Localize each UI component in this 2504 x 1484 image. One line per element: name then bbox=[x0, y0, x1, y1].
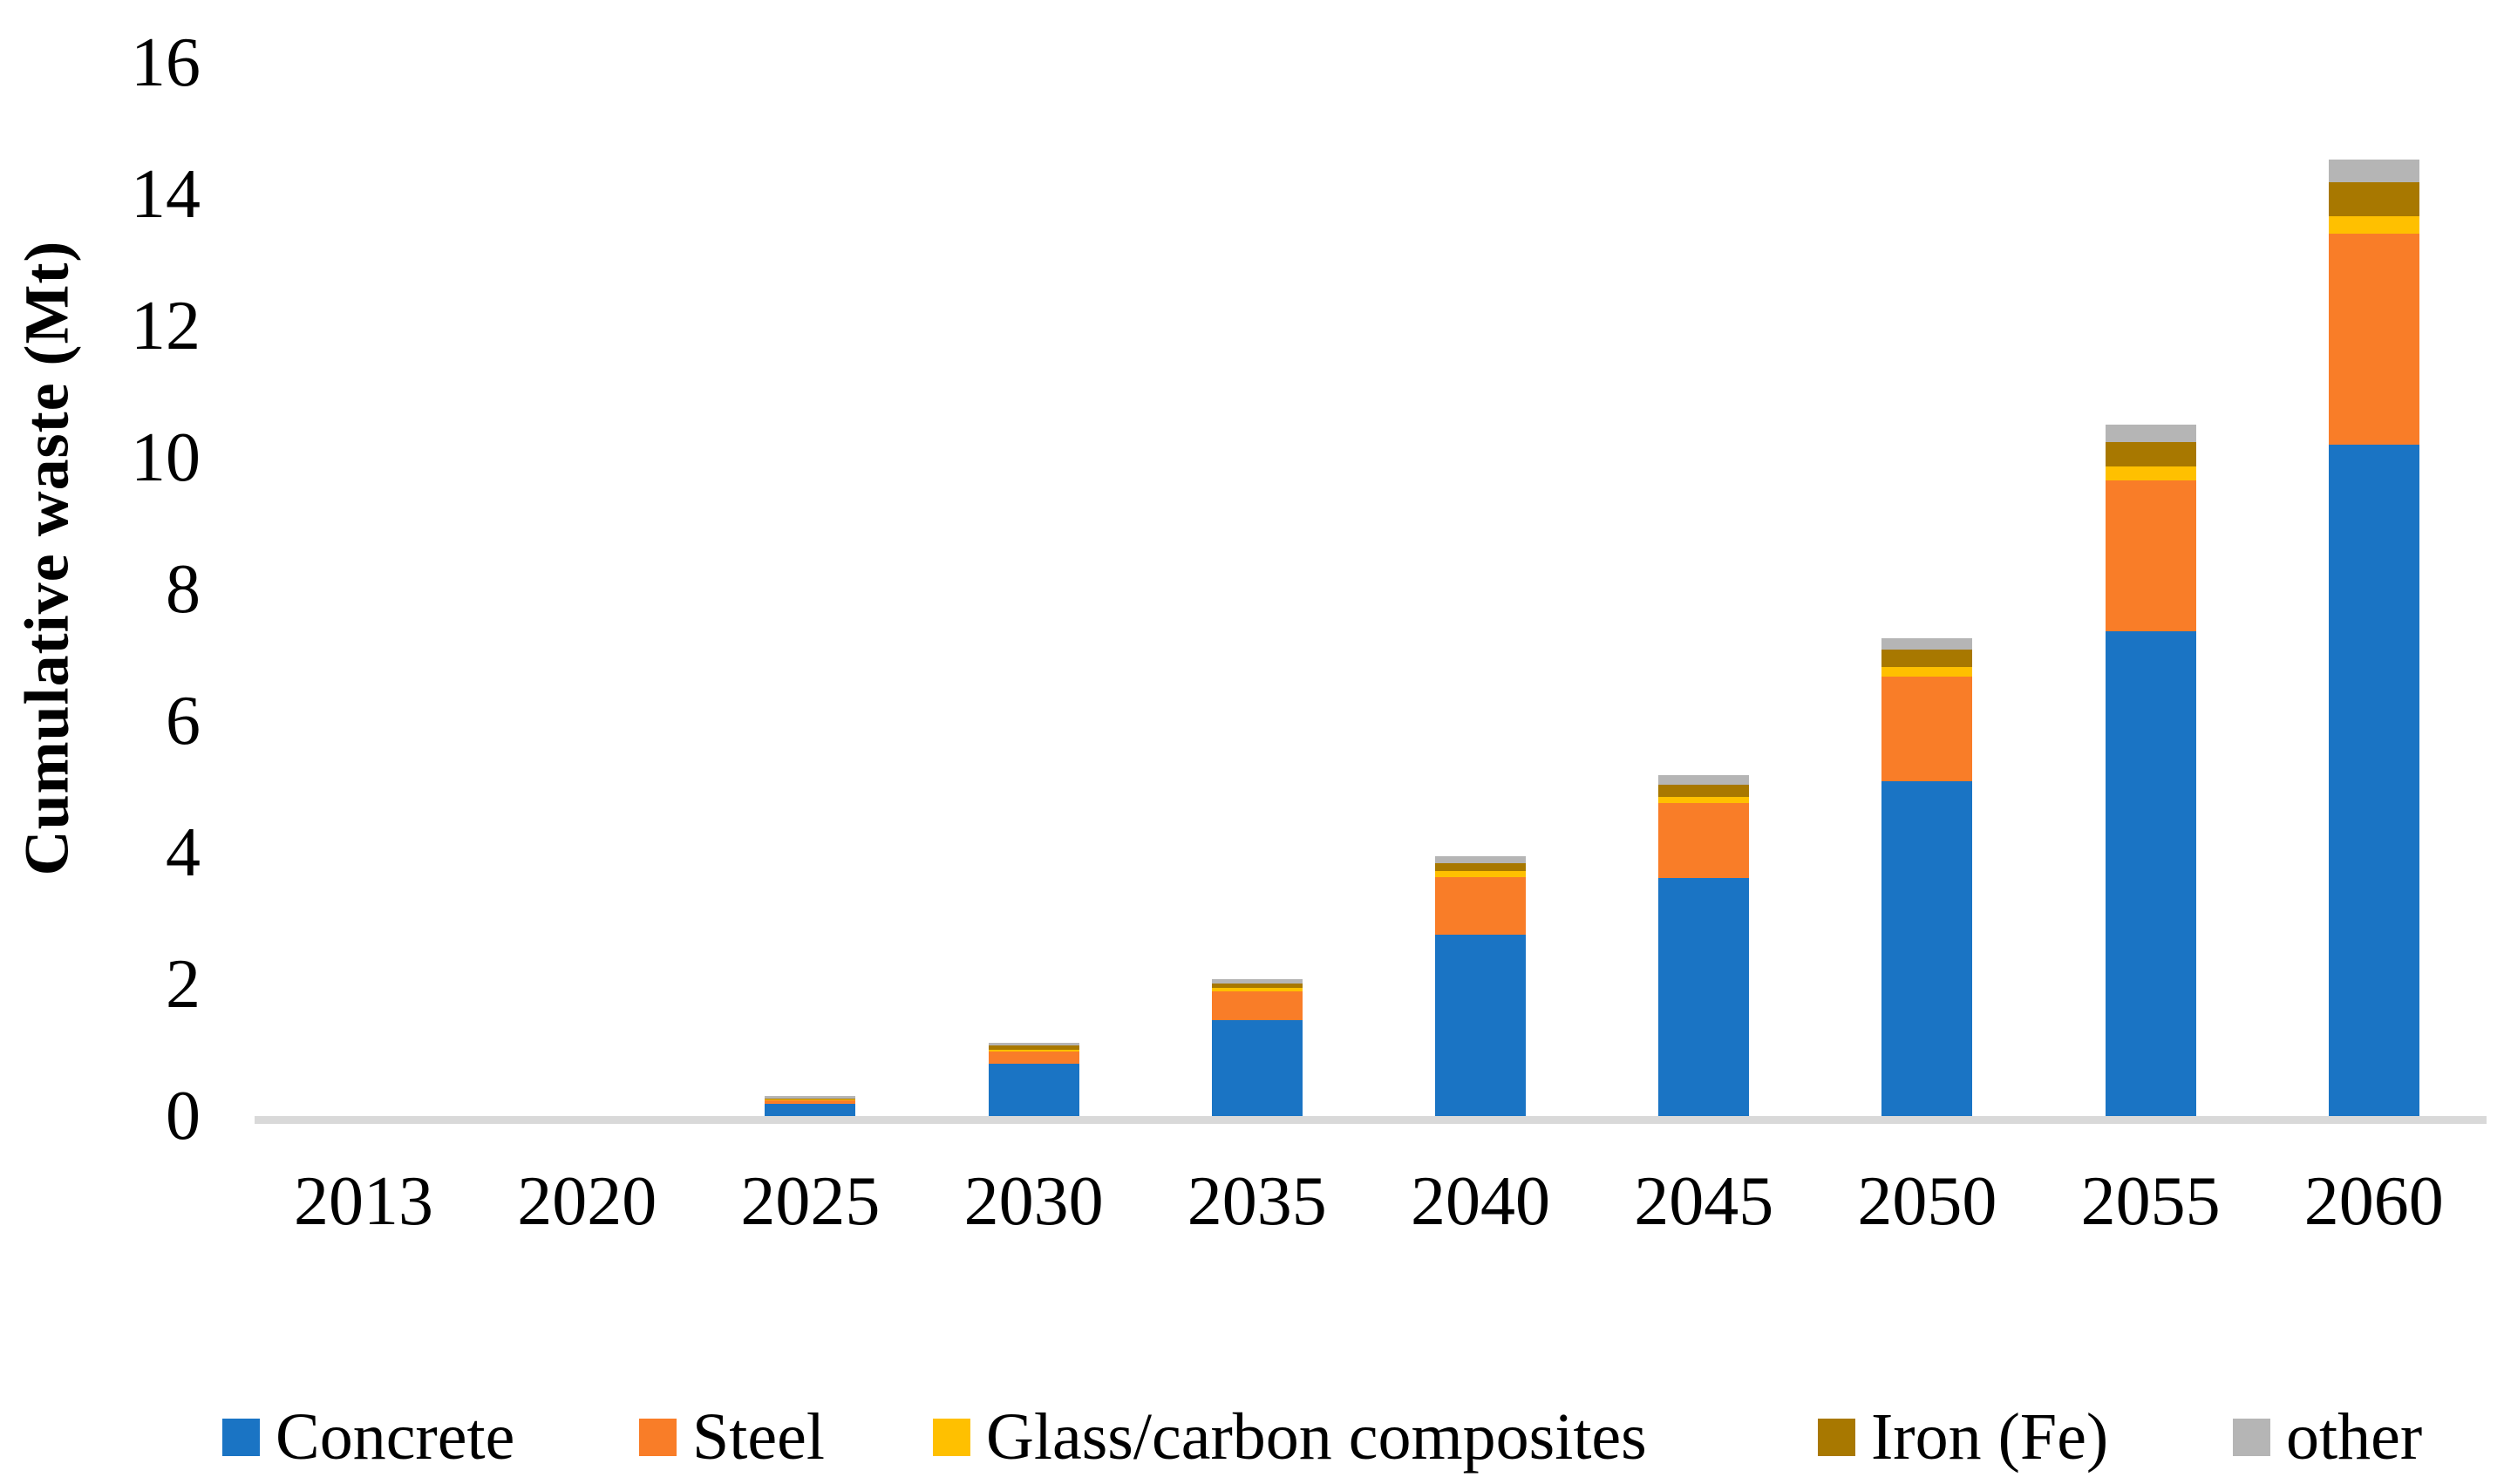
segment-concrete bbox=[765, 1104, 856, 1116]
x-axis-line bbox=[255, 1116, 2487, 1124]
segment-other bbox=[1658, 774, 1750, 785]
legend-item-glass-carbon-composites: Glass/carbon composites bbox=[933, 1402, 1647, 1472]
y-tick-label: 16 bbox=[131, 24, 201, 101]
segment-concrete bbox=[2105, 631, 2196, 1116]
segment-other bbox=[2328, 160, 2419, 183]
legend-label: Iron (Fe) bbox=[1871, 1400, 2109, 1474]
legend-swatch-icon bbox=[1818, 1418, 1855, 1456]
y-tick-label: 2 bbox=[166, 946, 201, 1023]
legend-item-other: other bbox=[2233, 1402, 2422, 1472]
legend-label: other bbox=[2286, 1400, 2423, 1474]
segment-glass-carbon-composites bbox=[1658, 796, 1750, 804]
y-tick-label: 6 bbox=[166, 683, 201, 759]
segment-steel bbox=[1435, 876, 1526, 935]
segment-other bbox=[1435, 855, 1526, 864]
legend-swatch-icon bbox=[222, 1418, 260, 1456]
segment-steel bbox=[765, 1099, 856, 1105]
segment-concrete bbox=[1658, 878, 1750, 1116]
segment-iron-fe- bbox=[1211, 984, 1303, 988]
segment-steel bbox=[2328, 234, 2419, 445]
y-tick-label: 8 bbox=[166, 551, 201, 628]
segment-concrete bbox=[2328, 444, 2419, 1116]
x-tick-label-2060: 2060 bbox=[2303, 1163, 2444, 1240]
bar-2045 bbox=[1658, 774, 1750, 1116]
legend-label: Concrete bbox=[276, 1400, 515, 1474]
y-tick-label: 0 bbox=[166, 1078, 201, 1154]
legend-swatch-icon bbox=[2233, 1418, 2270, 1456]
legend-item-iron-fe-: Iron (Fe) bbox=[1818, 1402, 2108, 1472]
legend-item-steel: Steel bbox=[639, 1402, 825, 1472]
x-tick-label-2025: 2025 bbox=[740, 1163, 881, 1240]
segment-glass-carbon-composites bbox=[1211, 987, 1303, 991]
legend-item-concrete: Concrete bbox=[222, 1402, 514, 1472]
segment-concrete bbox=[1211, 1019, 1303, 1116]
x-tick-label-2020: 2020 bbox=[517, 1163, 657, 1240]
segment-concrete bbox=[1435, 934, 1526, 1116]
segment-glass-carbon-composites bbox=[2328, 215, 2419, 235]
segment-other bbox=[765, 1096, 856, 1099]
segment-glass-carbon-composites bbox=[765, 1099, 856, 1100]
segment-other bbox=[1211, 979, 1303, 984]
legend-swatch-icon bbox=[639, 1418, 677, 1456]
bar-2035 bbox=[1211, 979, 1303, 1116]
x-tick-label-2055: 2055 bbox=[2080, 1163, 2221, 1240]
segment-iron-fe- bbox=[2105, 441, 2196, 466]
y-tick-label: 14 bbox=[131, 156, 201, 233]
segment-iron-fe- bbox=[2328, 182, 2419, 216]
segment-glass-carbon-composites bbox=[988, 1049, 1079, 1052]
segment-glass-carbon-composites bbox=[1881, 667, 1973, 677]
bar-2030 bbox=[988, 1043, 1079, 1116]
y-tick-label: 4 bbox=[166, 814, 201, 891]
segment-glass-carbon-composites bbox=[2105, 466, 2196, 480]
x-tick-label-2040: 2040 bbox=[1411, 1163, 1550, 1240]
x-tick-label-2045: 2045 bbox=[1634, 1163, 1774, 1240]
bar-2060 bbox=[2328, 160, 2419, 1116]
x-tick-label-2035: 2035 bbox=[1187, 1163, 1327, 1240]
legend-label: Steel bbox=[692, 1400, 825, 1474]
segment-iron-fe- bbox=[1435, 863, 1526, 872]
segment-concrete bbox=[1881, 781, 1973, 1116]
bar-2055 bbox=[2105, 425, 2196, 1116]
x-tick-label-2050: 2050 bbox=[1857, 1163, 1997, 1240]
legend-label: Glass/carbon composites bbox=[986, 1400, 1647, 1474]
segment-steel bbox=[1881, 676, 1973, 782]
segment-steel bbox=[2105, 480, 2196, 632]
segment-other bbox=[988, 1043, 1079, 1046]
segment-steel bbox=[988, 1052, 1079, 1065]
bar-2025 bbox=[765, 1096, 856, 1116]
x-tick-label-2030: 2030 bbox=[963, 1163, 1104, 1240]
segment-other bbox=[2105, 425, 2196, 442]
segment-concrete bbox=[988, 1064, 1079, 1116]
segment-steel bbox=[1211, 990, 1303, 1020]
segment-iron-fe- bbox=[1881, 649, 1973, 668]
bar-2050 bbox=[1881, 637, 1973, 1116]
segment-other bbox=[1881, 637, 1973, 650]
y-tick-label: 12 bbox=[131, 288, 201, 364]
segment-glass-carbon-composites bbox=[1435, 871, 1526, 877]
y-tick-label: 10 bbox=[131, 419, 201, 496]
segment-iron-fe- bbox=[1658, 784, 1750, 797]
bar-2040 bbox=[1435, 855, 1526, 1116]
segment-steel bbox=[1658, 803, 1750, 879]
x-tick-label-2013: 2013 bbox=[294, 1163, 433, 1240]
legend-swatch-icon bbox=[933, 1418, 970, 1456]
segment-iron-fe- bbox=[988, 1045, 1079, 1050]
